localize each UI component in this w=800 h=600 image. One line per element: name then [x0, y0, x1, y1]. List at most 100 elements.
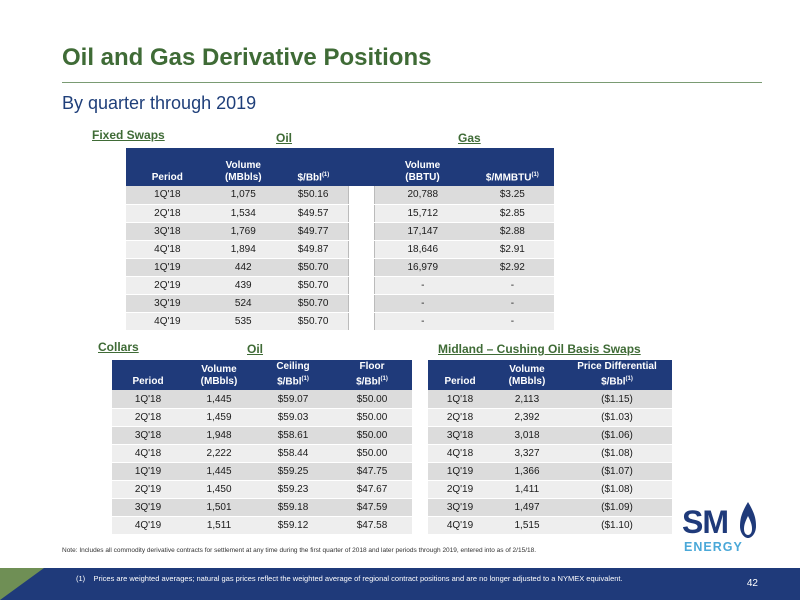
table-row: 1Q'18 1,075 $50.16 20,788 $3.25 [126, 186, 554, 205]
column-separator [348, 294, 375, 313]
table-cell: 3Q'19 [112, 498, 184, 517]
table-cell: 2Q'18 [126, 204, 209, 223]
table-cell: 1Q'19 [428, 462, 492, 481]
table-cell: ($1.10) [562, 516, 672, 535]
table-row: 3Q'18 1,769 $49.77 17,147 $2.88 [126, 222, 554, 241]
header-gas-volume: Volume (BBTU) [374, 148, 471, 186]
logo-energy-text: ENERGY [684, 540, 743, 554]
table-cell: ($1.08) [562, 480, 672, 499]
table-cell: - [374, 312, 471, 331]
table-cell: 3,018 [492, 426, 562, 445]
table-cell: 1,411 [492, 480, 562, 499]
table-cell: $50.70 [277, 276, 349, 295]
table-cell: $47.59 [332, 498, 412, 517]
table-cell: 15,712 [374, 204, 471, 223]
table-cell: 2,392 [492, 408, 562, 427]
table-cell: 1,948 [184, 426, 254, 445]
table-cell: $59.25 [254, 462, 332, 481]
table-row: 2Q'19 439 $50.70 - - [126, 276, 554, 295]
table-cell: $50.00 [332, 444, 412, 463]
column-separator [348, 186, 375, 205]
table-cell: 1Q'18 [428, 390, 492, 409]
table-cell: $50.00 [332, 390, 412, 409]
table-row: 2Q'18 1,459 $59.03 $50.00 [112, 408, 412, 427]
table-cell: 2Q'19 [428, 480, 492, 499]
fixed-swaps-oil-label: Oil [276, 131, 293, 145]
table-row: 2Q'19 1,450 $59.23 $47.67 [112, 480, 412, 499]
table-cell: 4Q'18 [126, 240, 209, 259]
table-row: 2Q'18 1,534 $49.57 15,712 $2.85 [126, 204, 554, 223]
table-cell: $50.70 [277, 258, 349, 277]
table-cell: $50.00 [332, 408, 412, 427]
footnote-text: Prices are weighted averages; natural ga… [93, 574, 623, 583]
table-cell: ($1.06) [562, 426, 672, 445]
header-gas-price: $/MMBTU(1) [470, 148, 554, 186]
table-cell: 3Q'19 [428, 498, 492, 517]
table-cell: $58.44 [254, 444, 332, 463]
column-separator [348, 312, 375, 331]
page-title: Oil and Gas Derivative Positions [62, 44, 432, 71]
table-row: 1Q'19 1,366 ($1.07) [428, 462, 672, 481]
fixed-swaps-gas-label: Gas [458, 131, 481, 145]
header-oil-volume: Volume (MBbls) [208, 148, 278, 186]
column-separator [348, 240, 375, 259]
table-row: 1Q'19 442 $50.70 16,979 $2.92 [126, 258, 554, 277]
table-cell: 1Q'18 [126, 186, 209, 205]
table-cell: 4Q'18 [428, 444, 492, 463]
table-cell: $59.03 [254, 408, 332, 427]
table-row: 4Q'19 535 $50.70 - - [126, 312, 554, 331]
footer-accent [0, 568, 44, 600]
table-cell: 1,450 [184, 480, 254, 499]
header-oil-price: $/Bbl(1) [277, 148, 349, 186]
sm-energy-logo: SM ENERGY [682, 500, 762, 556]
table-cell: 1,445 [184, 390, 254, 409]
table-cell: 439 [208, 276, 278, 295]
table-cell: ($1.15) [562, 390, 672, 409]
note-text: Note: Includes all commodity derivative … [62, 547, 537, 554]
table-cell: 1,515 [492, 516, 562, 535]
table-cell: $50.70 [277, 294, 349, 313]
table-cell: 1,075 [208, 186, 278, 205]
table-cell: 3Q'18 [126, 222, 209, 241]
header-floor: Floor $/Bbl(1) [332, 360, 412, 391]
header-period: Period [428, 360, 492, 391]
table-cell: $2.92 [470, 258, 554, 277]
header-separator [348, 148, 375, 186]
table-cell: 442 [208, 258, 278, 277]
table-cell: ($1.08) [562, 444, 672, 463]
table-row: 3Q'19 1,497 ($1.09) [428, 498, 672, 517]
table-cell: 1Q'18 [112, 390, 184, 409]
collars-table: Period Volume (MBbls) Ceiling $/Bbl(1) Flo… [112, 360, 412, 535]
title-divider [62, 82, 762, 83]
table-cell: $47.58 [332, 516, 412, 535]
header-volume: Volume (MBbls) [184, 360, 254, 391]
table-cell: $59.18 [254, 498, 332, 517]
table-cell: 1,769 [208, 222, 278, 241]
page-number: 42 [746, 578, 758, 589]
footnote: (1) Prices are weighted averages; natura… [76, 574, 696, 584]
table-cell: $50.00 [332, 426, 412, 445]
table-cell: 2Q'18 [112, 408, 184, 427]
table-cell: 4Q'19 [126, 312, 209, 331]
table-row: 1Q'18 2,113 ($1.15) [428, 390, 672, 409]
table-cell: 3Q'18 [112, 426, 184, 445]
table-cell: - [470, 294, 554, 313]
table-cell: - [470, 312, 554, 331]
table-cell: 3Q'19 [126, 294, 209, 313]
table-cell: $47.67 [332, 480, 412, 499]
table-cell: $2.85 [470, 204, 554, 223]
table-cell: 2,113 [492, 390, 562, 409]
header-period: Period [126, 148, 209, 186]
table-cell: 1,497 [492, 498, 562, 517]
table-cell: 1,445 [184, 462, 254, 481]
table-cell: 2Q'19 [126, 276, 209, 295]
table-cell: 1Q'19 [126, 258, 209, 277]
table-cell: 2Q'18 [428, 408, 492, 427]
table-cell: 1,501 [184, 498, 254, 517]
table-cell: $59.12 [254, 516, 332, 535]
table-cell: 3,327 [492, 444, 562, 463]
table-cell: $47.75 [332, 462, 412, 481]
basis-swaps-label: Midland – Cushing Oil Basis Swaps [438, 342, 641, 356]
table-cell: 1Q'19 [112, 462, 184, 481]
table-cell: $59.07 [254, 390, 332, 409]
